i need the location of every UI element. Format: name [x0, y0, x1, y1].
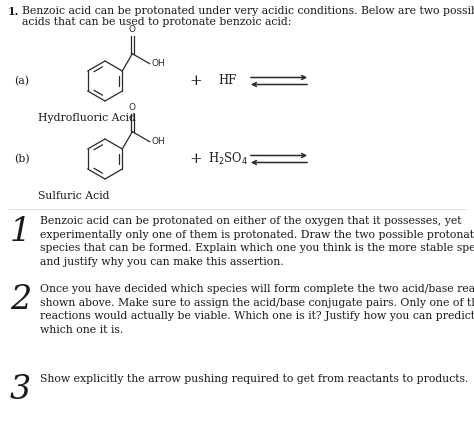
Text: 1: 1	[10, 216, 31, 248]
Text: Show explicitly the arrow pushing required to get from reactants to products.: Show explicitly the arrow pushing requir…	[40, 374, 468, 384]
Text: 2: 2	[10, 284, 31, 316]
Text: Hydrofluoric Acid: Hydrofluoric Acid	[38, 113, 136, 123]
Text: +: +	[190, 152, 202, 166]
Text: 3: 3	[10, 374, 31, 406]
Text: Benzoic acid can be protonated on either of the oxygen that it possesses, yet
ex: Benzoic acid can be protonated on either…	[40, 216, 474, 267]
Text: (a): (a)	[14, 76, 29, 86]
Text: Benzoic acid can be protonated under very acidic conditions. Below are two possi: Benzoic acid can be protonated under ver…	[22, 6, 474, 16]
Text: OH: OH	[151, 137, 165, 146]
Text: Once you have decided which species will form complete the two acid/base reactio: Once you have decided which species will…	[40, 284, 474, 335]
Text: acids that can be used to protonate benzoic acid:: acids that can be used to protonate benz…	[22, 17, 292, 27]
Text: OH: OH	[151, 59, 165, 68]
Text: 1.: 1.	[8, 6, 19, 17]
Text: (b): (b)	[14, 154, 29, 164]
Text: O: O	[129, 103, 136, 112]
Text: O: O	[129, 25, 136, 34]
Text: HF: HF	[218, 75, 236, 88]
Text: H$_2$SO$_4$: H$_2$SO$_4$	[208, 151, 247, 167]
Text: Sulfuric Acid: Sulfuric Acid	[38, 191, 109, 201]
Text: +: +	[190, 74, 202, 88]
